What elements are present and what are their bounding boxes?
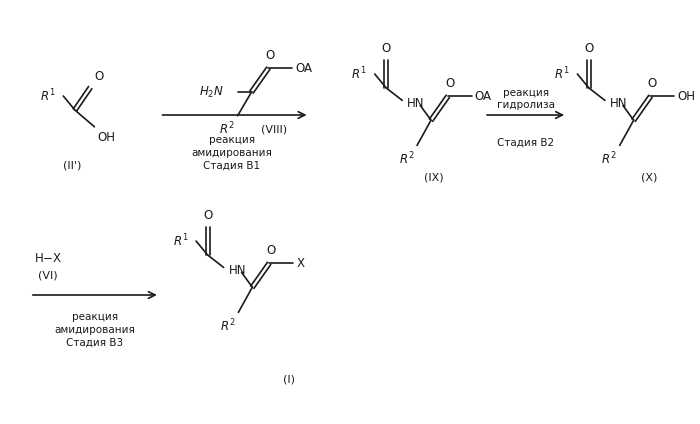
Text: OA: OA <box>475 90 491 103</box>
Text: (IX): (IX) <box>424 173 444 183</box>
Text: O: O <box>382 42 391 55</box>
Text: амидирования: амидирования <box>55 325 135 335</box>
Text: HN: HN <box>407 97 425 110</box>
Text: (X): (X) <box>640 173 657 183</box>
Text: $R^1$: $R^1$ <box>554 66 569 82</box>
Text: OH: OH <box>677 90 695 103</box>
Text: X: X <box>297 257 305 270</box>
Text: амидирования: амидирования <box>191 148 272 158</box>
Text: (VIII): (VIII) <box>261 125 288 135</box>
Text: $R^2$: $R^2$ <box>219 121 234 137</box>
Text: O: O <box>267 244 276 257</box>
Text: Стадия B1: Стадия B1 <box>203 161 260 171</box>
Text: OA: OA <box>295 62 312 75</box>
Text: $R^1$: $R^1$ <box>173 233 188 249</box>
Text: O: O <box>648 78 657 90</box>
Text: гидролиза: гидролиза <box>497 100 555 110</box>
Text: реакция: реакция <box>72 312 118 322</box>
Text: (II'): (II') <box>63 160 81 170</box>
Text: H$-$X: H$-$X <box>34 251 62 265</box>
Text: реакция: реакция <box>209 135 255 145</box>
Text: O: O <box>584 42 594 55</box>
Text: Стадия B2: Стадия B2 <box>498 138 554 148</box>
Text: O: O <box>203 209 212 222</box>
Text: OH: OH <box>97 131 116 144</box>
Text: $R^2$: $R^2$ <box>398 151 414 167</box>
Text: $R^2$: $R^2$ <box>601 151 617 167</box>
Text: $R^1$: $R^1$ <box>40 88 55 104</box>
Text: (I): (I) <box>284 375 295 385</box>
Text: Стадия B3: Стадия B3 <box>66 338 123 348</box>
Text: O: O <box>445 78 454 90</box>
Text: HN: HN <box>229 264 246 277</box>
Text: HN: HN <box>610 97 627 110</box>
Text: $H_2N$: $H_2N$ <box>199 84 223 100</box>
Text: O: O <box>266 49 275 62</box>
Text: (VI): (VI) <box>38 270 57 280</box>
Text: $R^1$: $R^1$ <box>351 66 367 82</box>
Text: $R^2$: $R^2$ <box>220 318 235 334</box>
Text: O: O <box>94 70 104 83</box>
Text: реакция: реакция <box>503 88 549 98</box>
